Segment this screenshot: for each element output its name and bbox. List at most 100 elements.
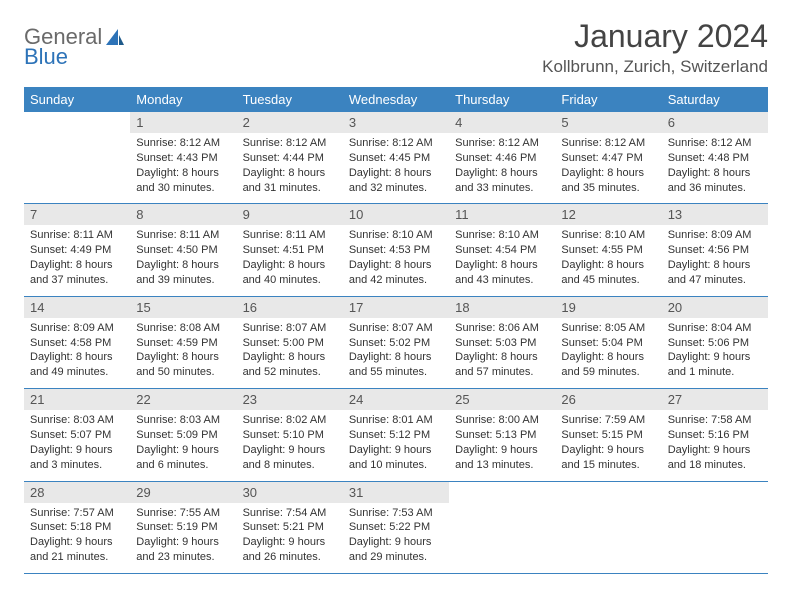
daylight-line1: Daylight: 8 hours [243, 350, 337, 365]
sunrise-text: Sunrise: 8:07 AM [243, 321, 337, 336]
sunset-text: Sunset: 5:15 PM [561, 428, 655, 443]
daylight-line2: and 21 minutes. [30, 550, 124, 565]
day-details: Sunrise: 7:53 AMSunset: 5:22 PMDaylight:… [343, 503, 449, 573]
day-number: 5 [555, 112, 661, 133]
day-number: 21 [24, 389, 130, 410]
daylight-line2: and 8 minutes. [243, 458, 337, 473]
sunset-text: Sunset: 4:50 PM [136, 243, 230, 258]
sunset-text: Sunset: 5:00 PM [243, 336, 337, 351]
sunset-text: Sunset: 4:53 PM [349, 243, 443, 258]
day-number: 31 [343, 482, 449, 503]
sunset-text: Sunset: 5:06 PM [668, 336, 762, 351]
day-details: Sunrise: 8:08 AMSunset: 4:59 PMDaylight:… [130, 318, 236, 388]
calendar-week-row: 7Sunrise: 8:11 AMSunset: 4:49 PMDaylight… [24, 204, 768, 296]
day-details: Sunrise: 8:12 AMSunset: 4:43 PMDaylight:… [130, 133, 236, 203]
calendar-day-cell: 25Sunrise: 8:00 AMSunset: 5:13 PMDayligh… [449, 389, 555, 481]
sunset-text: Sunset: 4:48 PM [668, 151, 762, 166]
sunset-text: Sunset: 5:21 PM [243, 520, 337, 535]
day-details: Sunrise: 8:12 AMSunset: 4:45 PMDaylight:… [343, 133, 449, 203]
day-details: Sunrise: 8:09 AMSunset: 4:58 PMDaylight:… [24, 318, 130, 388]
sunset-text: Sunset: 5:03 PM [455, 336, 549, 351]
daylight-line2: and 13 minutes. [455, 458, 549, 473]
calendar-day-cell: 9Sunrise: 8:11 AMSunset: 4:51 PMDaylight… [237, 204, 343, 296]
day-number: 23 [237, 389, 343, 410]
sunset-text: Sunset: 4:44 PM [243, 151, 337, 166]
sunrise-text: Sunrise: 8:10 AM [349, 228, 443, 243]
sunset-text: Sunset: 5:04 PM [561, 336, 655, 351]
daylight-line2: and 39 minutes. [136, 273, 230, 288]
sunset-text: Sunset: 5:18 PM [30, 520, 124, 535]
sunset-text: Sunset: 4:54 PM [455, 243, 549, 258]
daylight-line1: Daylight: 8 hours [455, 350, 549, 365]
sunrise-text: Sunrise: 7:57 AM [30, 506, 124, 521]
calendar-day-cell: 2Sunrise: 8:12 AMSunset: 4:44 PMDaylight… [237, 112, 343, 204]
day-details: Sunrise: 8:06 AMSunset: 5:03 PMDaylight:… [449, 318, 555, 388]
day-number: 9 [237, 204, 343, 225]
daylight-line1: Daylight: 9 hours [30, 443, 124, 458]
daylight-line2: and 29 minutes. [349, 550, 443, 565]
day-details [662, 503, 768, 561]
daylight-line1: Daylight: 9 hours [668, 350, 762, 365]
daylight-line2: and 42 minutes. [349, 273, 443, 288]
calendar-body: 1Sunrise: 8:12 AMSunset: 4:43 PMDaylight… [24, 112, 768, 573]
calendar-header-row: SundayMondayTuesdayWednesdayThursdayFrid… [24, 87, 768, 112]
sunset-text: Sunset: 5:09 PM [136, 428, 230, 443]
calendar-day-cell: 24Sunrise: 8:01 AMSunset: 5:12 PMDayligh… [343, 389, 449, 481]
daylight-line1: Daylight: 8 hours [668, 258, 762, 273]
weekday-header: Saturday [662, 87, 768, 112]
day-details: Sunrise: 8:00 AMSunset: 5:13 PMDaylight:… [449, 410, 555, 480]
calendar-day-cell [24, 112, 130, 204]
day-details: Sunrise: 8:03 AMSunset: 5:09 PMDaylight:… [130, 410, 236, 480]
daylight-line1: Daylight: 8 hours [243, 166, 337, 181]
daylight-line1: Daylight: 8 hours [455, 166, 549, 181]
day-number: 14 [24, 297, 130, 318]
day-details: Sunrise: 8:02 AMSunset: 5:10 PMDaylight:… [237, 410, 343, 480]
daylight-line1: Daylight: 8 hours [455, 258, 549, 273]
sunrise-text: Sunrise: 8:09 AM [30, 321, 124, 336]
day-number: 24 [343, 389, 449, 410]
calendar-day-cell: 22Sunrise: 8:03 AMSunset: 5:09 PMDayligh… [130, 389, 236, 481]
sunrise-text: Sunrise: 8:05 AM [561, 321, 655, 336]
sunrise-text: Sunrise: 8:10 AM [561, 228, 655, 243]
daylight-line1: Daylight: 9 hours [455, 443, 549, 458]
daylight-line1: Daylight: 9 hours [349, 535, 443, 550]
sunset-text: Sunset: 5:02 PM [349, 336, 443, 351]
day-number: 30 [237, 482, 343, 503]
day-details: Sunrise: 8:07 AMSunset: 5:02 PMDaylight:… [343, 318, 449, 388]
daylight-line1: Daylight: 8 hours [30, 258, 124, 273]
sunrise-text: Sunrise: 8:03 AM [136, 413, 230, 428]
day-details: Sunrise: 8:11 AMSunset: 4:51 PMDaylight:… [237, 225, 343, 295]
calendar-day-cell: 3Sunrise: 8:12 AMSunset: 4:45 PMDaylight… [343, 112, 449, 204]
day-number [555, 482, 661, 503]
day-details [555, 503, 661, 561]
day-number: 26 [555, 389, 661, 410]
sunset-text: Sunset: 5:13 PM [455, 428, 549, 443]
day-details: Sunrise: 8:11 AMSunset: 4:50 PMDaylight:… [130, 225, 236, 295]
day-details: Sunrise: 8:12 AMSunset: 4:46 PMDaylight:… [449, 133, 555, 203]
day-details: Sunrise: 8:03 AMSunset: 5:07 PMDaylight:… [24, 410, 130, 480]
calendar-table: SundayMondayTuesdayWednesdayThursdayFrid… [24, 87, 768, 574]
calendar-day-cell: 29Sunrise: 7:55 AMSunset: 5:19 PMDayligh… [130, 481, 236, 573]
daylight-line1: Daylight: 9 hours [668, 443, 762, 458]
sunrise-text: Sunrise: 8:12 AM [455, 136, 549, 151]
sunrise-text: Sunrise: 7:58 AM [668, 413, 762, 428]
calendar-day-cell: 7Sunrise: 8:11 AMSunset: 4:49 PMDaylight… [24, 204, 130, 296]
daylight-line2: and 32 minutes. [349, 181, 443, 196]
daylight-line1: Daylight: 9 hours [30, 535, 124, 550]
daylight-line2: and 33 minutes. [455, 181, 549, 196]
sunrise-text: Sunrise: 8:10 AM [455, 228, 549, 243]
sunrise-text: Sunrise: 8:04 AM [668, 321, 762, 336]
day-number: 2 [237, 112, 343, 133]
sunrise-text: Sunrise: 8:09 AM [668, 228, 762, 243]
calendar-day-cell [555, 481, 661, 573]
daylight-line2: and 52 minutes. [243, 365, 337, 380]
day-number: 7 [24, 204, 130, 225]
daylight-line2: and 10 minutes. [349, 458, 443, 473]
sunset-text: Sunset: 4:56 PM [668, 243, 762, 258]
day-number: 18 [449, 297, 555, 318]
calendar-day-cell: 28Sunrise: 7:57 AMSunset: 5:18 PMDayligh… [24, 481, 130, 573]
sunrise-text: Sunrise: 8:07 AM [349, 321, 443, 336]
daylight-line1: Daylight: 9 hours [243, 443, 337, 458]
day-number: 13 [662, 204, 768, 225]
day-number: 6 [662, 112, 768, 133]
